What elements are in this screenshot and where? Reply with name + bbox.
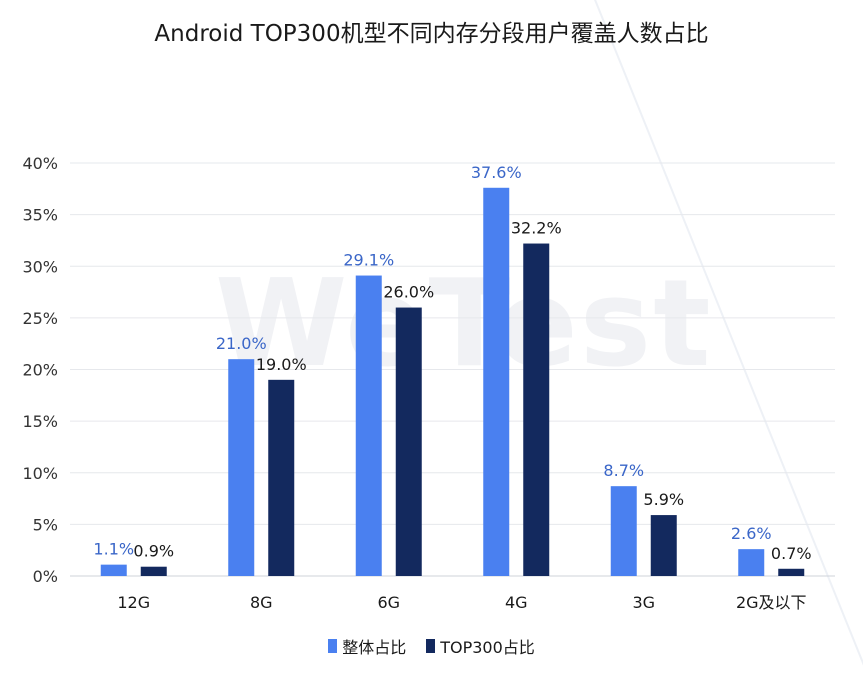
data-label: 1.1% (93, 540, 134, 559)
x-tick-label: 4G (505, 593, 528, 612)
legend-swatch-series-2 (426, 639, 436, 653)
bar-overall (355, 275, 382, 576)
y-tick-label: 40% (22, 154, 58, 173)
bar-top300 (650, 515, 677, 576)
bar-top300 (268, 379, 295, 576)
data-label: 19.0% (256, 355, 307, 374)
bar-overall (610, 486, 637, 576)
x-tick-label: 2G及以下 (736, 593, 807, 612)
legend-item-series-1: 整体占比 (328, 634, 406, 658)
y-tick-label: 0% (33, 567, 58, 586)
data-label: 21.0% (216, 334, 267, 353)
y-tick-label: 20% (22, 361, 58, 380)
bar-top300 (778, 568, 805, 576)
data-label: 32.2% (511, 219, 562, 238)
chart-title: Android TOP300机型不同内存分段用户覆盖人数占比 (154, 21, 709, 47)
legend: 整体占比 TOP300占比 (0, 634, 863, 658)
bar-top300 (395, 307, 422, 576)
data-label: 37.6% (471, 163, 522, 182)
legend-swatch-series-1 (328, 639, 338, 653)
x-tick-label: 8G (250, 593, 273, 612)
y-tick-label: 25% (22, 309, 58, 328)
legend-label-series-1: 整体占比 (342, 638, 407, 657)
y-tick-label: 10% (22, 464, 58, 483)
data-label: 29.1% (343, 251, 394, 270)
data-label: 5.9% (643, 490, 684, 509)
bar-overall (100, 564, 127, 576)
y-tick-label: 35% (22, 206, 58, 225)
x-tick-label: 3G (632, 593, 655, 612)
legend-item-series-2: TOP300占比 (426, 634, 535, 658)
bar-overall (738, 549, 765, 576)
data-label: 8.7% (603, 461, 644, 480)
bar-top300 (140, 566, 167, 576)
bar-overall (483, 187, 510, 576)
x-tick-label: 12G (117, 593, 150, 612)
data-label: 2.6% (731, 524, 772, 543)
y-tick-label: 30% (22, 257, 58, 276)
data-label: 0.9% (133, 542, 174, 561)
bar-top300 (523, 243, 550, 576)
x-tick-label: 6G (377, 593, 400, 612)
y-tick-label: 5% (33, 515, 58, 534)
legend-label-series-2: TOP300占比 (440, 638, 535, 657)
y-tick-label: 15% (22, 412, 58, 431)
data-label: 0.7% (771, 544, 812, 563)
bar-overall (228, 359, 255, 576)
data-label: 26.0% (383, 283, 434, 302)
bar-chart: 0% 5% 10% 15% 20% 25% 30% 35% 40% 1.1% 0.9% 21.0% 1… (22, 154, 835, 612)
